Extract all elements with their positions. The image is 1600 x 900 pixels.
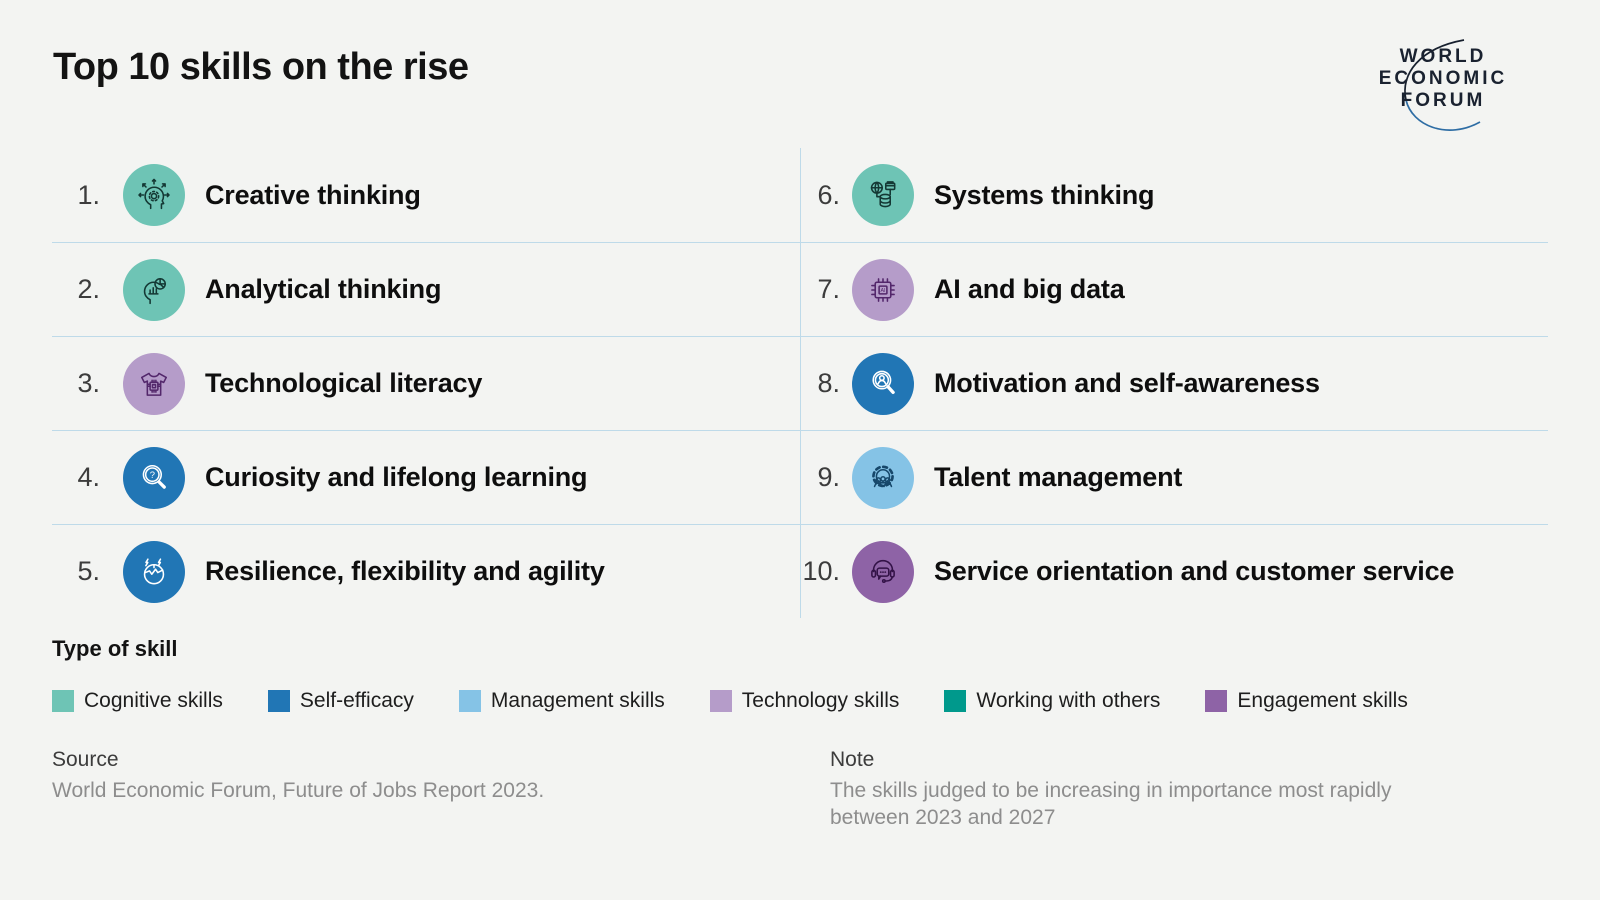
legend-item: Technology skills	[709, 689, 900, 713]
skill-label: Resilience, flexibility and agility	[205, 556, 605, 586]
legend-swatch	[267, 690, 290, 712]
skill-label: Systems thinking	[934, 179, 1155, 210]
note-text: The skills judged to be increasing in im…	[830, 779, 1392, 829]
legend-label: Cognitive skills	[84, 689, 223, 712]
legend-swatch	[944, 690, 967, 712]
skill-label: Technological literacy	[205, 368, 483, 398]
skill-label: Motivation and self-awareness	[934, 368, 1320, 398]
head-gear-arrows-icon	[123, 164, 185, 226]
legend-label: Self-efficacy	[299, 689, 414, 712]
skill-item: 9. Talent management	[800, 431, 1548, 524]
legend-swatch	[458, 690, 481, 712]
skill-item: 7. AI AI and big data	[800, 243, 1548, 336]
magnifier-question-icon: ?	[123, 446, 185, 509]
skill-rank: 6.	[817, 179, 840, 210]
skill-item: 6. Systems thinking	[800, 148, 1548, 242]
skill-rank: 4.	[77, 462, 100, 492]
legend-label: Engagement skills	[1237, 689, 1408, 712]
wef-logo-text: WORLD ECONOMIC FORUM	[1368, 46, 1518, 112]
skill-rank: 5.	[77, 556, 100, 586]
legend-heading: Type of skill	[52, 636, 178, 661]
skills-grid-row: 2. Analytical thinking 7. AI AI and big data	[52, 242, 1548, 336]
skills-grid-row: 5. Resilience, flexibility and agility 10.…	[52, 524, 1548, 618]
skill-item: 2. Analytical thinking	[52, 243, 800, 336]
skills-grid-row: 1. Creative thinking 6. Systems thinking	[52, 148, 1548, 242]
skills-grid: 1. Creative thinking 6. Systems thinking 2. A…	[52, 148, 1548, 618]
legend-item: Self-efficacy	[267, 689, 414, 713]
head-lightning-icon	[123, 540, 185, 603]
head-chart-icon	[123, 258, 185, 321]
magnifier-person-icon	[852, 352, 914, 415]
legend-swatch	[1205, 690, 1228, 712]
source-text: World Economic Forum, Future of Jobs Rep…	[52, 779, 545, 802]
wef-logo-line: ECONOMIC	[1378, 68, 1508, 89]
wef-logo-line: FORUM	[1400, 90, 1486, 111]
skill-label: AI and big data	[934, 274, 1125, 304]
skill-item: 5. Resilience, flexibility and agility	[52, 525, 800, 618]
source-label: Source	[52, 748, 119, 771]
wef-logo-swoosh-icon	[1404, 39, 1481, 131]
skill-rank: 9.	[817, 462, 840, 492]
skill-rank: 8.	[817, 368, 840, 398]
legend-row: Cognitive skills Self-efficacy Management …	[52, 689, 1548, 713]
headset-bubble-icon	[852, 540, 914, 603]
skill-rank: 1.	[77, 179, 100, 210]
legend-label: Technology skills	[741, 689, 900, 712]
legend-item: Management skills	[458, 689, 665, 713]
skill-rank: 3.	[77, 368, 100, 398]
skill-item: 3. Technological literacy	[52, 337, 800, 430]
skill-label: Creative thinking	[205, 179, 421, 210]
source-block: Source World Economic Forum, Future of J…	[52, 748, 652, 804]
legend-label: Management skills	[490, 689, 665, 712]
legend-item: Working with others	[944, 689, 1160, 713]
skill-item: 10. Service orientation and customer serv…	[800, 525, 1548, 618]
skill-item: 1. Creative thinking	[52, 148, 800, 242]
legend: Type of skill Cognitive skills Self-effic…	[52, 636, 1548, 713]
skill-item: 4.? Curiosity and lifelong learning	[52, 431, 800, 524]
legend-swatch	[709, 690, 732, 712]
svg-text:AI: AI	[880, 288, 885, 294]
column-divider	[800, 148, 801, 618]
legend-item: Cognitive skills	[52, 689, 223, 713]
page-title: Top 10 skills on the rise	[53, 46, 469, 88]
skills-grid-row: 4.? Curiosity and lifelong learning 9. Tale…	[52, 430, 1548, 524]
skill-item: 8. Motivation and self-awareness	[800, 337, 1548, 430]
skill-label: Analytical thinking	[205, 274, 442, 304]
svg-text:?: ?	[150, 470, 155, 481]
legend-item: Engagement skills	[1205, 689, 1408, 713]
wef-logo-line: WORLD	[1399, 46, 1487, 67]
legend-label: Working with others	[976, 689, 1161, 712]
skill-label: Curiosity and lifelong learning	[205, 462, 588, 492]
skill-rank: 10.	[802, 556, 840, 586]
globe-database-icon	[852, 164, 914, 226]
note-label: Note	[830, 748, 875, 771]
gear-people-icon	[852, 446, 914, 509]
ai-chip-icon: AI	[852, 258, 914, 321]
skill-rank: 7.	[817, 274, 840, 304]
legend-swatch	[52, 690, 74, 712]
skill-label: Service orientation and customer service	[934, 556, 1455, 586]
note-block: Note The skills judged to be increasing …	[830, 748, 1410, 831]
tshirt-chip-icon	[123, 352, 185, 415]
wef-logo: WORLD ECONOMIC FORUM	[1368, 34, 1518, 146]
skill-rank: 2.	[77, 274, 100, 304]
skill-label: Talent management	[934, 462, 1183, 492]
